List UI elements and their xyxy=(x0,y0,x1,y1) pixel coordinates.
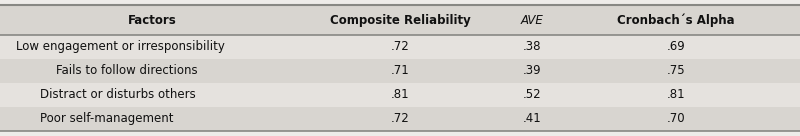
Text: Poor self-management: Poor self-management xyxy=(40,112,174,125)
Text: Factors: Factors xyxy=(128,14,176,27)
Text: .81: .81 xyxy=(666,88,686,101)
Text: .39: .39 xyxy=(522,64,542,77)
Text: Composite Reliability: Composite Reliability xyxy=(330,14,470,27)
Text: .72: .72 xyxy=(390,112,410,125)
Bar xyxy=(0,83,800,107)
Bar xyxy=(0,107,800,131)
Bar xyxy=(0,35,800,59)
Bar xyxy=(0,5,800,35)
Text: Cronbach´s Alpha: Cronbach´s Alpha xyxy=(617,13,735,27)
Text: .41: .41 xyxy=(522,112,542,125)
Text: .72: .72 xyxy=(390,40,410,53)
Text: .81: .81 xyxy=(390,88,410,101)
Text: .71: .71 xyxy=(390,64,410,77)
Text: Low engagement or irresponsibility: Low engagement or irresponsibility xyxy=(16,40,225,53)
Text: .52: .52 xyxy=(522,88,542,101)
Text: AVE: AVE xyxy=(521,14,543,27)
Text: .69: .69 xyxy=(666,40,686,53)
Text: Distract or disturbs others: Distract or disturbs others xyxy=(40,88,196,101)
Text: .38: .38 xyxy=(522,40,542,53)
Bar xyxy=(0,59,800,83)
Text: Fails to follow directions: Fails to follow directions xyxy=(56,64,198,77)
Text: .70: .70 xyxy=(666,112,686,125)
Text: .75: .75 xyxy=(666,64,686,77)
